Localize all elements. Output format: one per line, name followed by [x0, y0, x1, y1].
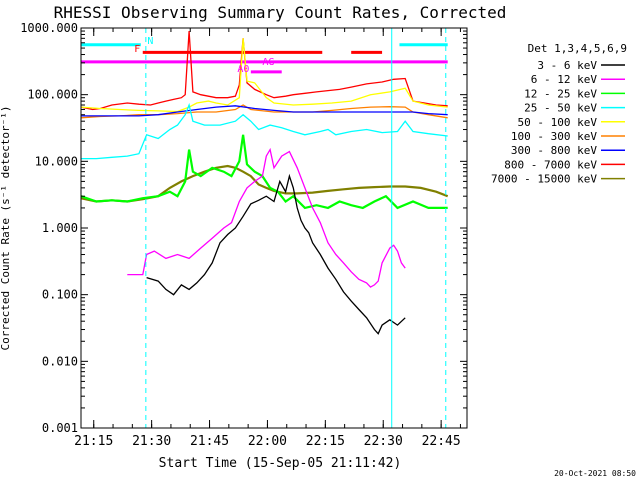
- chart-title: RHESSI Observing Summary Count Rates, Co…: [54, 3, 507, 22]
- footer-timestamp: 20-Oct-2021 08:50: [554, 469, 636, 478]
- series-line-0: [146, 173, 406, 335]
- y-tick-label: 1000.000: [20, 21, 78, 35]
- annotation-labels: NF AG A0: [134, 36, 274, 75]
- x-tick-label: 22:15: [306, 434, 345, 449]
- y-tick-label: 100.000: [27, 88, 78, 102]
- x-tick-label: 22:30: [364, 434, 403, 449]
- y-tick-label: 10.000: [35, 154, 78, 168]
- y-tick-label: 0.010: [42, 354, 78, 368]
- legend-label: 6 - 12 keV: [531, 73, 598, 86]
- x-axis-label: Start Time (15-Sep-05 21:11:42): [159, 456, 402, 471]
- vline-layer: [145, 28, 447, 428]
- x-tick-label: 21:15: [74, 434, 113, 449]
- series-line-8: [81, 164, 449, 203]
- series-layer: [81, 31, 449, 335]
- x-axis-ticks: 21:15 21:30 21:45 22:00 22:15 22:30 22:45: [74, 28, 461, 449]
- series-line-6: [81, 105, 448, 117]
- legend-label: 300 - 800 keV: [511, 144, 597, 157]
- legend-label: 100 - 300 keV: [511, 130, 597, 143]
- legend-title: Det 1,3,4,5,6,9: [528, 42, 627, 55]
- series-line-1: [127, 147, 406, 288]
- annotation-label-a0: A0: [237, 64, 249, 75]
- y-axis-ticks: 1000.000 100.000 10.000 1.000 0.100 0.010 0.00…: [20, 21, 467, 435]
- legend-label: 25 - 50 keV: [524, 102, 597, 115]
- x-tick-label: 22:00: [248, 434, 287, 449]
- annotation-label-n: N: [147, 36, 153, 47]
- annotation-layer: [81, 43, 448, 74]
- series-line-2: [81, 134, 448, 210]
- y-tick-label: 0.100: [42, 288, 78, 302]
- series-line-3: [81, 102, 448, 160]
- y-tick-label: 0.001: [42, 421, 78, 435]
- legend-label: 800 - 7000 keV: [504, 158, 597, 171]
- series-line-4: [81, 38, 448, 113]
- y-tick-label: 1.000: [42, 221, 78, 235]
- y-axis-label: Corrected Count Rate (s⁻¹ detector⁻¹): [0, 105, 12, 350]
- annotation-label-f: F: [134, 44, 140, 55]
- legend-label: 7000 - 15000 keV: [491, 173, 597, 186]
- legend-label: 50 - 100 keV: [518, 116, 598, 129]
- legend-label: 12 - 25 keV: [524, 87, 597, 100]
- x-tick-label: 21:30: [132, 434, 171, 449]
- legend-label: 3 - 6 keV: [537, 59, 597, 72]
- annotation-label-ag: AG: [262, 57, 274, 68]
- x-tick-label: 22:45: [422, 434, 461, 449]
- x-tick-label: 21:45: [190, 434, 229, 449]
